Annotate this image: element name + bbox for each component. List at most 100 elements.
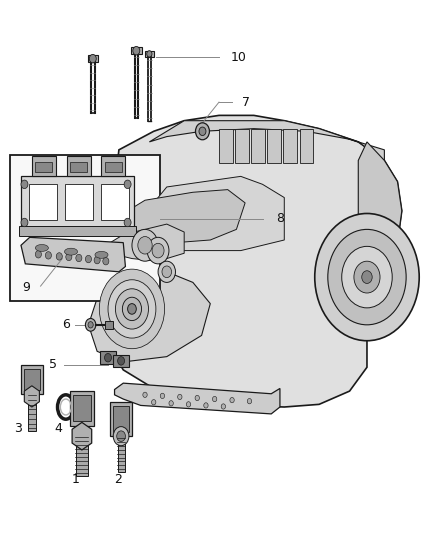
Circle shape <box>199 127 206 135</box>
Polygon shape <box>149 120 385 160</box>
Polygon shape <box>358 142 402 296</box>
Circle shape <box>178 394 182 400</box>
Ellipse shape <box>64 248 78 255</box>
Bar <box>113 407 129 432</box>
Polygon shape <box>106 224 184 261</box>
Circle shape <box>105 353 112 362</box>
Circle shape <box>247 399 252 404</box>
Circle shape <box>195 395 199 401</box>
Bar <box>113 354 129 367</box>
Bar <box>102 156 125 176</box>
Circle shape <box>113 426 129 446</box>
Polygon shape <box>219 128 233 163</box>
Circle shape <box>124 218 131 227</box>
Circle shape <box>160 393 165 399</box>
Bar <box>70 161 87 172</box>
Circle shape <box>117 431 125 441</box>
Bar <box>105 161 122 172</box>
Polygon shape <box>25 386 39 407</box>
Circle shape <box>162 266 172 278</box>
Bar <box>19 225 136 236</box>
Circle shape <box>158 261 176 282</box>
Polygon shape <box>251 128 265 163</box>
Polygon shape <box>267 128 281 163</box>
Circle shape <box>133 46 140 55</box>
Bar <box>100 351 116 364</box>
Text: 5: 5 <box>49 358 57 371</box>
Circle shape <box>88 321 93 328</box>
Circle shape <box>56 253 62 260</box>
Bar <box>35 161 52 172</box>
Circle shape <box>169 401 173 406</box>
Circle shape <box>354 261 380 293</box>
Circle shape <box>328 229 406 325</box>
Bar <box>21 365 43 394</box>
Bar <box>76 433 88 476</box>
Polygon shape <box>283 128 297 163</box>
Circle shape <box>147 237 169 264</box>
Circle shape <box>186 402 191 407</box>
Circle shape <box>46 252 51 259</box>
Circle shape <box>99 269 165 349</box>
Bar <box>70 391 94 425</box>
Circle shape <box>204 403 208 408</box>
Text: 2: 2 <box>114 473 122 486</box>
Circle shape <box>116 289 148 329</box>
Polygon shape <box>115 383 280 414</box>
Circle shape <box>21 180 28 189</box>
Bar <box>21 176 134 227</box>
Text: 10: 10 <box>231 51 247 63</box>
Text: 9: 9 <box>23 281 31 294</box>
Bar <box>88 55 98 62</box>
Bar <box>117 435 124 472</box>
Text: 8: 8 <box>276 212 284 225</box>
Circle shape <box>21 218 28 227</box>
Bar <box>131 47 141 54</box>
Circle shape <box>212 397 217 402</box>
Circle shape <box>342 246 392 308</box>
Circle shape <box>85 255 92 263</box>
Bar <box>28 395 36 431</box>
Bar <box>145 51 154 57</box>
Bar <box>101 184 129 220</box>
Text: 3: 3 <box>14 422 22 435</box>
Text: 4: 4 <box>54 422 62 435</box>
Polygon shape <box>235 128 249 163</box>
Bar <box>73 395 91 421</box>
Bar <box>67 156 91 176</box>
Text: 1: 1 <box>71 473 79 486</box>
Circle shape <box>195 123 209 140</box>
Circle shape <box>122 297 141 320</box>
Bar <box>29 184 57 220</box>
Circle shape <box>147 51 152 57</box>
Polygon shape <box>21 237 125 272</box>
Circle shape <box>103 257 109 265</box>
Circle shape <box>76 254 82 262</box>
Circle shape <box>138 237 152 254</box>
Bar <box>32 156 56 176</box>
Polygon shape <box>123 190 245 243</box>
Circle shape <box>143 392 147 398</box>
Ellipse shape <box>35 245 48 252</box>
Circle shape <box>362 271 372 284</box>
Circle shape <box>152 243 164 258</box>
Text: 6: 6 <box>62 318 70 332</box>
Circle shape <box>221 404 226 409</box>
Polygon shape <box>300 128 314 163</box>
Bar <box>10 155 160 301</box>
Polygon shape <box>72 422 92 450</box>
Ellipse shape <box>95 252 108 259</box>
Circle shape <box>124 180 131 189</box>
Polygon shape <box>88 272 210 362</box>
Circle shape <box>85 318 96 331</box>
Circle shape <box>132 229 158 261</box>
Polygon shape <box>97 115 402 407</box>
Circle shape <box>94 256 100 264</box>
Circle shape <box>152 400 156 405</box>
Circle shape <box>108 280 156 338</box>
Circle shape <box>66 253 72 261</box>
Circle shape <box>315 214 419 341</box>
Circle shape <box>230 398 234 403</box>
Circle shape <box>127 304 136 314</box>
Circle shape <box>35 251 42 258</box>
